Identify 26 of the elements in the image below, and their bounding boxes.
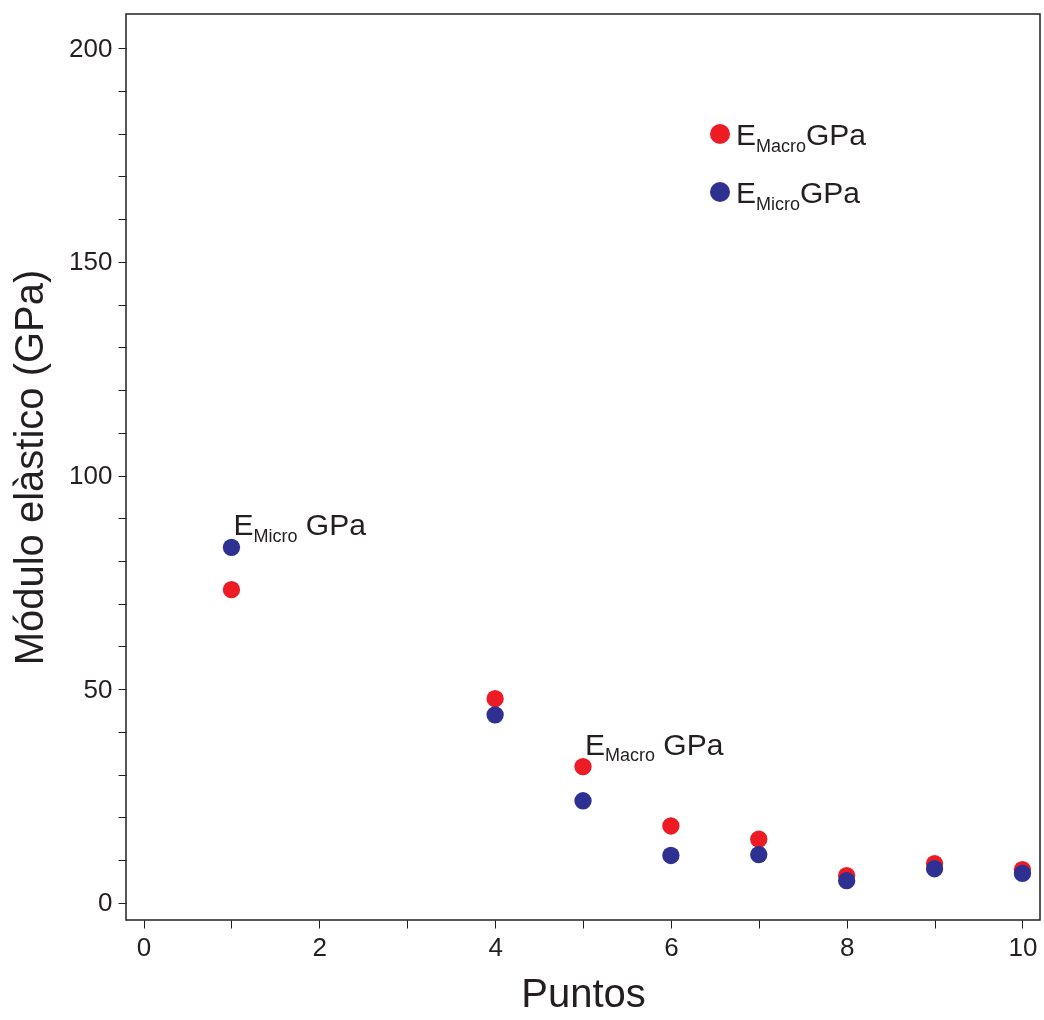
- x-tick-label: 2: [312, 931, 328, 962]
- point: [486, 706, 504, 724]
- y-axis-title: Módulo elàstico (GPa): [7, 269, 52, 666]
- point: [662, 846, 680, 865]
- point: [750, 845, 768, 864]
- point: [750, 830, 768, 848]
- point: [925, 860, 944, 878]
- point: [662, 817, 680, 835]
- y-tick-label: 0: [98, 887, 113, 918]
- point: [486, 689, 504, 708]
- point: [837, 872, 856, 890]
- y-tick-label: 150: [69, 246, 113, 277]
- x-tick-label: 6: [664, 931, 679, 962]
- x-tick-label: 10: [1008, 931, 1038, 962]
- x-axis-title: Puntos: [521, 970, 646, 1015]
- x-tick-label: 0: [136, 931, 152, 962]
- point: [1013, 864, 1032, 883]
- y-tick-label: 100: [69, 460, 113, 491]
- point: [222, 581, 241, 599]
- y-tick-label: 50: [83, 673, 113, 704]
- point: [574, 757, 592, 776]
- point: [574, 792, 592, 810]
- point: [222, 538, 241, 556]
- x-tick-label: 8: [839, 931, 855, 962]
- y-tick-label: 200: [69, 32, 113, 63]
- x-tick-label: 4: [488, 931, 503, 962]
